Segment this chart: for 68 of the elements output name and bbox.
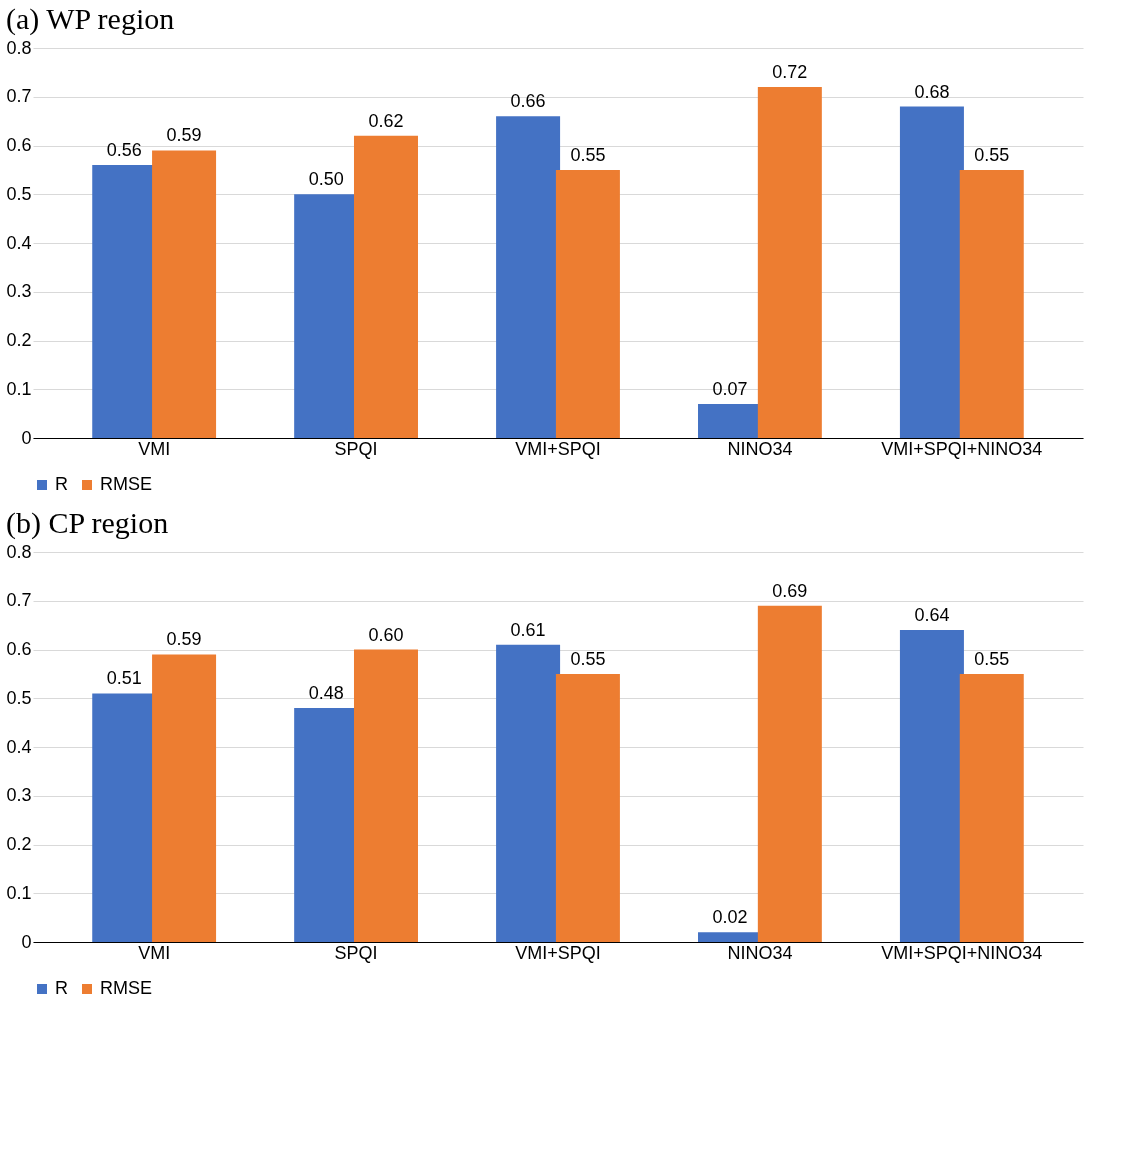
y-tick-label: 0.7 (6, 86, 32, 107)
data-label: 0.59 (166, 629, 202, 650)
bar (353, 135, 418, 438)
legend-label: RMSE (100, 978, 153, 998)
x-tick-label: VMI+SPQI+NINO34 (881, 942, 1043, 963)
x-tick-label: NINO34 (727, 942, 793, 963)
data-label: 0.64 (914, 605, 950, 625)
x-tick-label: VMI (138, 438, 171, 459)
y-tick-label: 0.6 (6, 135, 32, 155)
data-label: 0.48 (308, 683, 344, 703)
x-tick-label: VMI (138, 942, 171, 963)
x-tick-label: SPQI (334, 942, 378, 963)
bar (959, 169, 1024, 438)
x-tick-label: NINO34 (727, 438, 793, 459)
data-label: 0.55 (974, 144, 1010, 165)
bar (757, 87, 822, 438)
data-label: 0.59 (166, 125, 202, 146)
data-label: 0.55 (570, 144, 606, 165)
bar (959, 673, 1024, 942)
y-tick-label: 0 (21, 427, 32, 448)
y-tick-label: 0.7 (6, 590, 32, 611)
y-tick-label: 0.5 (6, 183, 32, 204)
data-label: 0.55 (974, 648, 1010, 669)
data-label: 0.55 (570, 648, 606, 669)
y-tick-label: 0.6 (6, 639, 32, 659)
bar (899, 630, 964, 942)
legend-label: RMSE (100, 474, 153, 494)
y-tick-label: 0.2 (6, 834, 32, 854)
data-label: 0.69 (772, 580, 808, 601)
legend-label: R (55, 978, 68, 998)
bar (152, 654, 217, 942)
data-label: 0.62 (368, 110, 404, 131)
bar (555, 169, 620, 438)
bar (496, 644, 561, 942)
x-tick-label: SPQI (334, 438, 378, 459)
bar (353, 649, 418, 942)
y-tick-label: 0.8 (6, 541, 32, 562)
data-label: 0.72 (772, 62, 808, 82)
y-tick-label: 0.4 (6, 736, 32, 757)
bar (899, 106, 964, 438)
chart-title: (b) CP region (5, 506, 169, 540)
y-tick-label: 0.8 (6, 37, 32, 58)
y-tick-label: 0.3 (6, 785, 32, 806)
y-tick-label: 0.4 (6, 232, 32, 253)
data-label: 0.02 (712, 907, 748, 928)
bar (152, 150, 217, 438)
data-label: 0.60 (368, 624, 404, 645)
data-label: 0.50 (308, 169, 344, 190)
y-tick-label: 0.5 (6, 687, 32, 708)
y-tick-label: 0.1 (6, 378, 32, 399)
data-label: 0.07 (712, 378, 748, 399)
data-label: 0.56 (106, 140, 142, 160)
bar (757, 605, 822, 942)
data-label: 0.66 (510, 91, 546, 112)
data-label: 0.61 (510, 619, 546, 640)
y-tick-label: 0.2 (6, 330, 32, 350)
data-label: 0.51 (106, 668, 142, 689)
legend-label: R (55, 474, 68, 494)
chart-title: (a) WP region (5, 2, 175, 36)
data-label: 0.68 (914, 81, 950, 102)
y-tick-label: 0 (21, 931, 32, 952)
bar (555, 673, 620, 942)
bar (496, 116, 561, 438)
x-tick-label: VMI+SPQI (515, 438, 601, 459)
y-tick-label: 0.1 (6, 882, 32, 903)
x-tick-label: VMI+SPQI+NINO34 (881, 438, 1043, 459)
y-tick-label: 0.3 (6, 281, 32, 302)
x-tick-label: VMI+SPQI (515, 942, 601, 963)
